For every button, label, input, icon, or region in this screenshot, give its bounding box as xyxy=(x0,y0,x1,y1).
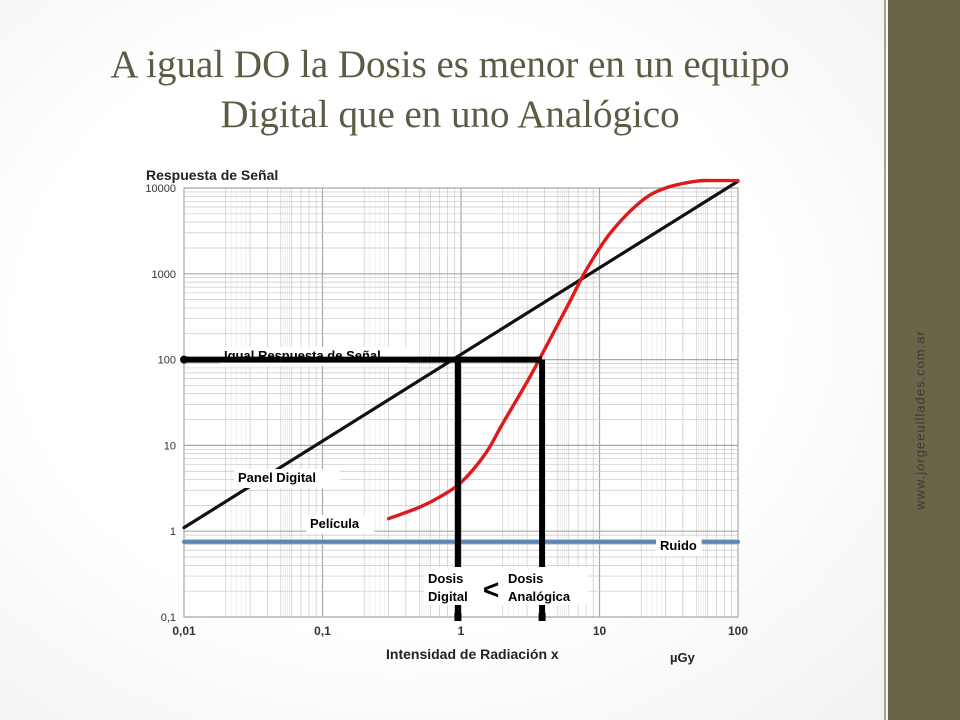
sidebar-divider xyxy=(884,0,886,720)
less-than-symbol: < xyxy=(483,574,499,605)
pelicula-curve xyxy=(386,178,740,521)
y-tick-label: 10 xyxy=(164,440,176,452)
x-tick-label: 0,1 xyxy=(314,624,331,638)
label-panel-digital: Panel Digital xyxy=(238,470,316,485)
label-dosis-digital-1: Dosis xyxy=(428,571,463,586)
dose-analog-marker xyxy=(538,613,546,621)
x-tick-label: 100 xyxy=(728,624,748,638)
title-line-1: A igual DO la Dosis es menor en un equip… xyxy=(110,43,790,86)
watermark-url: www.jorgeeuillades.com.ar xyxy=(912,330,928,510)
label-ruido-bg xyxy=(656,537,702,556)
y-tick-label: 100 xyxy=(158,355,176,367)
dose-label-bg xyxy=(424,567,588,605)
equal-response-dot xyxy=(180,355,188,364)
chart: 0,01 0,1 1 10 1000,1110100100010000Respuesta… xyxy=(145,167,748,665)
label-dosis-digital-2: Digital xyxy=(428,589,468,604)
y-axis-title: Respuesta de Señal xyxy=(146,167,278,183)
y-tick-label: 1 xyxy=(170,526,176,538)
label-pelicula-bg xyxy=(306,515,375,534)
x-tick-label: 0,01 xyxy=(172,624,196,638)
y-tick-label: 10000 xyxy=(145,183,176,195)
x-axis-title: Intensidad de Radiación x xyxy=(386,646,559,662)
label-pelicula: Película xyxy=(310,516,360,531)
slide-title: A igual DO la Dosis es menor en un equip… xyxy=(60,40,840,140)
y-tick-label: 1000 xyxy=(152,269,176,281)
label-panel-digital-bg xyxy=(234,469,341,488)
x-axis-unit: µGy xyxy=(670,650,696,665)
dose-digital-marker xyxy=(454,613,462,621)
x-tick-label: 10 xyxy=(593,624,607,638)
label-ruido: Ruido xyxy=(660,538,697,553)
title-line-2: Digital que en uno Analógico xyxy=(220,93,680,136)
y-tick-label: 0,1 xyxy=(161,612,176,624)
chart-grid xyxy=(183,187,739,618)
sidebar xyxy=(888,0,960,720)
chart-axes: 0,01 0,1 1 10 1000,1110100100010000Respuesta… xyxy=(145,167,748,665)
label-dosis-analogica-2: Analógica xyxy=(508,589,571,604)
label-dosis-analogica-1: Dosis xyxy=(508,571,543,586)
x-tick-label: 1 xyxy=(458,624,465,638)
